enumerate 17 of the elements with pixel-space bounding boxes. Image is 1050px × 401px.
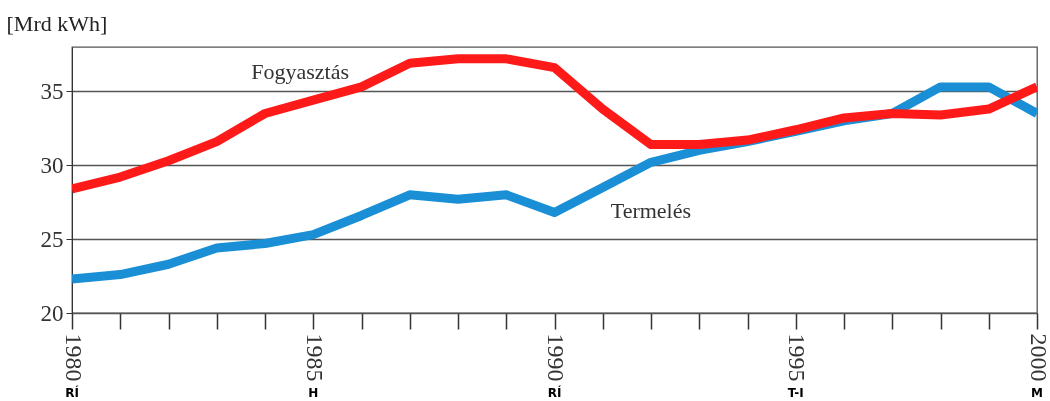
x-tick-label: 1990 <box>543 333 569 382</box>
x-tick-label: 1995 <box>784 333 811 382</box>
text: H <box>308 386 319 400</box>
text: T-I <box>787 386 804 400</box>
y-tick-label: 30 <box>40 152 64 178</box>
x-tick-label: 1980 <box>60 333 87 382</box>
y-axis-title: [Mrd kWh] <box>6 10 108 36</box>
x-tick-label: 2000 <box>1025 333 1050 382</box>
text: RÍ <box>65 385 80 400</box>
y-tick-label: 25 <box>40 226 64 252</box>
y-tick-label: 35 <box>40 78 64 104</box>
series-label: Fogyasztás <box>251 59 350 85</box>
text: RÍ <box>547 385 562 400</box>
y-tick-label: 20 <box>40 300 64 326</box>
series-label: Termelés <box>610 198 692 224</box>
text: M <box>1031 386 1043 400</box>
x-tick-label: 1985 <box>301 333 328 382</box>
